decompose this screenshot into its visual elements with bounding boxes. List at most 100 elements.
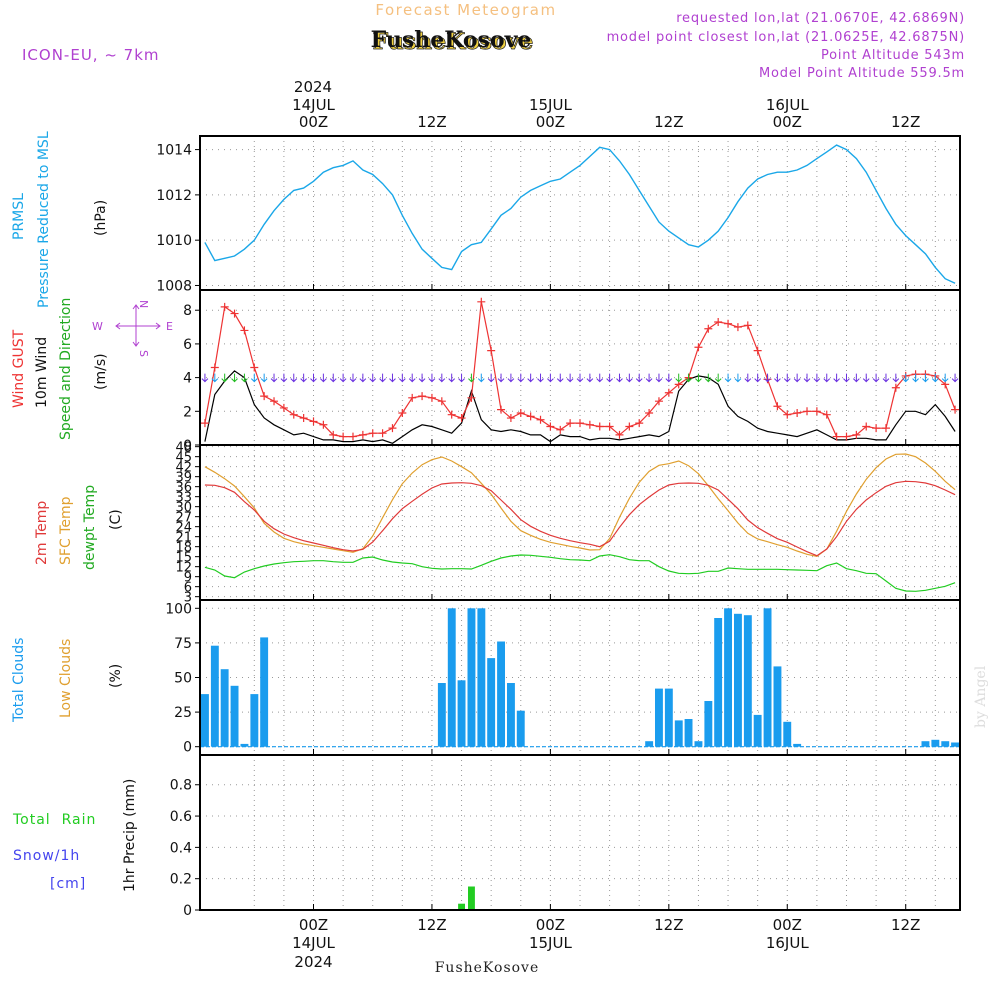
wind-direction-arrow [596,373,604,383]
top-tick-label: 00Z [536,113,565,131]
gust-point [339,432,348,441]
location-title: FusheKosove [373,29,534,55]
top-year: 2024 [294,78,332,96]
bottom-tick-label: 00Z [536,916,565,934]
gust-point [753,346,762,355]
wind-direction-arrow [290,373,298,383]
model-altitude: Model Point Altitude 559.5m [759,66,965,81]
wind-direction-arrow [754,373,762,383]
wind-direction-arrow [320,373,327,383]
bottom-tick-label: 12Z [891,916,920,934]
wind-direction-arrow [783,373,791,383]
y-tick-label: 75 [174,636,192,652]
gust-point [546,422,555,431]
wind-direction-arrow [468,373,475,383]
y-tick-label: 36 [175,481,192,496]
y-tick-label: 27 [175,511,192,526]
wind-direction-arrow [241,373,248,383]
cloud-bar [655,688,663,747]
model-name: ICON-EU, ~ 7km [22,46,160,64]
wind-direction-arrow [231,373,238,383]
gust-point [408,393,417,402]
cloud-bar [437,683,446,747]
wind-direction-arrow [793,373,801,383]
wind-direction-arrow [310,373,317,383]
cloud-bar [674,720,683,747]
top-tick-label: 12Z [891,113,920,131]
wind-direction-arrow [714,373,722,383]
y-tick-label: 3 [184,591,192,606]
precip-labels: Total Rain Snow/1h [cm] 1hr Precip (mm) [12,779,138,892]
wind-direction-arrow [862,373,870,383]
bottom-date-label: 15JUL [529,934,572,952]
gust-point [625,422,634,431]
wind-direction-arrow [695,373,702,383]
wind-direction-arrow [685,373,692,383]
wind10-label: 10m Wind [34,337,50,408]
pressure-series-line [204,144,956,284]
y-tick-label: 1012 [156,188,192,204]
y-tick-label: 0.8 [170,778,192,794]
gust-point [733,323,742,332]
wind-direction-arrow [744,373,752,383]
gust-point [240,326,249,335]
compass-e: E [166,320,173,333]
cloud-bar [951,742,959,747]
wind-direction-arrow [270,373,278,383]
gust-point [615,430,624,439]
cloud-bar [724,608,732,747]
y-tick-label: 0.2 [170,872,192,888]
wind-direction-arrow [507,373,515,383]
gust-point [605,422,614,431]
gust-point [724,319,733,328]
bottom-tick-label: 00Z [299,916,328,934]
y-tick-label: 30 [175,501,192,516]
y-tick-label: 39 [175,471,192,486]
snow-unit: [cm] [50,876,86,892]
y-tick-label: 25 [174,705,192,721]
gust-point [289,410,298,419]
product-title: Forecast Meteogram [375,1,556,19]
top-tick-label: 12Z [654,113,683,131]
gust-point [872,424,881,433]
y-tick-label: 9 [184,571,192,586]
wind-direction-arrow [941,373,949,383]
gust-point [556,425,565,434]
gust-point [664,388,673,397]
wind-direction-arrow [260,373,268,383]
top-date-label: 15JUL [529,96,572,114]
gust-point [576,419,584,428]
panel-1: 0 2 4 6 8 [183,289,961,454]
pressure-label-2: Pressure Reduced to MSL [36,131,52,308]
gust-point [437,397,446,406]
gust-point [200,419,209,428]
cloud-bar [694,741,703,747]
y-tick-label: 0.4 [170,840,192,856]
precip-axis-label: 1hr Precip (mm) [122,779,138,892]
rain-label: Total Rain [12,812,96,828]
rain-bar [458,903,465,910]
bottom-tick-label: 12Z [654,916,683,934]
cloud-bar [753,714,762,747]
watermark: by Angel [973,665,989,728]
wind10-series-line [204,370,956,444]
wind-gust-label: Wind GUST [11,329,27,408]
wind-direction-arrow [428,373,436,383]
wind-direction-arrow [823,373,831,383]
gust-point [457,414,466,423]
gust-point [783,410,792,419]
panel-3: 0 25 50 75 100 [165,599,961,756]
gust-point [645,408,654,417]
cloud-bar [684,719,693,747]
y-tick-label: 48 [175,441,192,456]
wind-direction-arrow [547,373,554,383]
bottom-date-label: 14JUL [292,934,335,952]
gust-point [704,324,713,333]
gust-point [506,414,515,423]
wind-speed-dir-label: Speed and Direction [58,298,74,440]
gust-point [250,363,259,372]
wind-direction-arrow [853,373,860,383]
y-tick-label: 0.6 [170,809,192,825]
